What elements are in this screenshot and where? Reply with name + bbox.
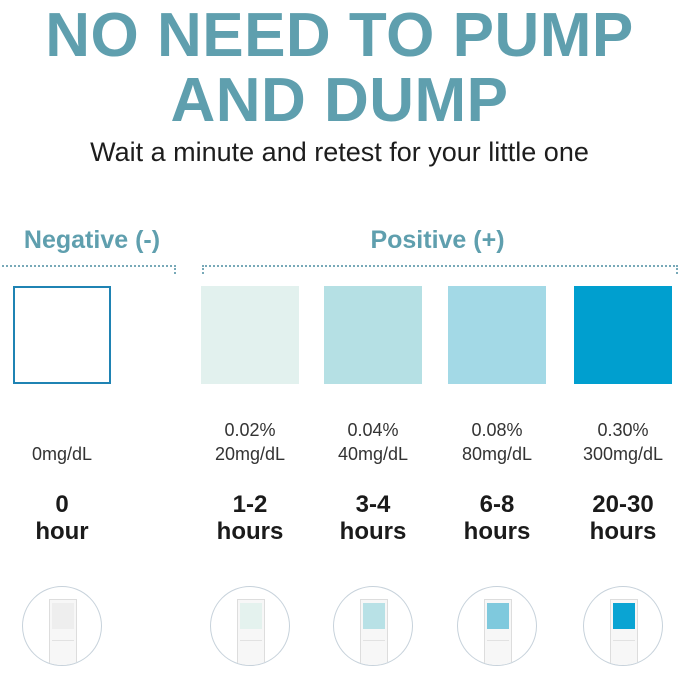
test-strip-icon: [484, 599, 512, 665]
test-strip-icon: [610, 599, 638, 665]
level-time-value-2: 3-4: [355, 491, 391, 518]
strip-pad-1: [240, 603, 262, 629]
level-mg-4: 300mg/dL: [582, 444, 664, 464]
color-swatch-1: [201, 286, 299, 384]
negative-label: Negative (-): [23, 226, 161, 254]
test-strip-circle-2: [333, 586, 413, 666]
level-time-unit-4: hours: [589, 518, 657, 545]
level-time-unit-2: hours: [339, 518, 407, 545]
negative-bracket: [2, 265, 176, 274]
color-swatch-2: [324, 286, 422, 384]
test-strip-circle-4: [583, 586, 663, 666]
level-time-unit-1: hours: [216, 518, 284, 545]
strip-pad-3: [487, 603, 509, 629]
test-strip-circle-3: [457, 586, 537, 666]
test-strip-icon: [49, 599, 77, 665]
strip-pad-0: [52, 603, 74, 629]
level-percent-2: 0.04%: [347, 420, 399, 440]
level-mg-1: 20mg/dL: [214, 444, 286, 464]
level-time-value-0: 0: [55, 491, 69, 518]
level-percent-1: 0.02%: [224, 420, 276, 440]
test-strip-circle-0: [22, 586, 102, 666]
level-time-value-4: 20-30: [592, 491, 654, 518]
color-swatch-3: [448, 286, 546, 384]
positive-bracket: [202, 265, 678, 274]
color-swatch-0: [13, 286, 111, 384]
level-mg-2: 40mg/dL: [337, 444, 409, 464]
level-time-value-1: 1-2: [232, 491, 268, 518]
test-strip-icon: [360, 599, 388, 665]
test-strip-icon: [237, 599, 265, 665]
test-strip-circle-1: [210, 586, 290, 666]
level-time-unit-3: hours: [463, 518, 531, 545]
level-mg-0: 0mg/dL: [31, 444, 93, 464]
level-percent-3: 0.08%: [471, 420, 523, 440]
level-time-unit-0: hour: [35, 518, 89, 545]
level-percent-4: 0.30%: [597, 420, 649, 440]
color-swatch-4: [574, 286, 672, 384]
strip-pad-4: [613, 603, 635, 629]
positive-label: Positive (+): [370, 226, 505, 254]
subtitle: Wait a minute and retest for your little…: [90, 137, 589, 167]
level-time-value-3: 6-8: [479, 491, 515, 518]
level-mg-3: 80mg/dL: [461, 444, 533, 464]
strip-pad-2: [363, 603, 385, 629]
headline-line-2: AND DUMP: [170, 66, 509, 135]
headline-line-1: NO NEED TO PUMP: [45, 1, 634, 70]
